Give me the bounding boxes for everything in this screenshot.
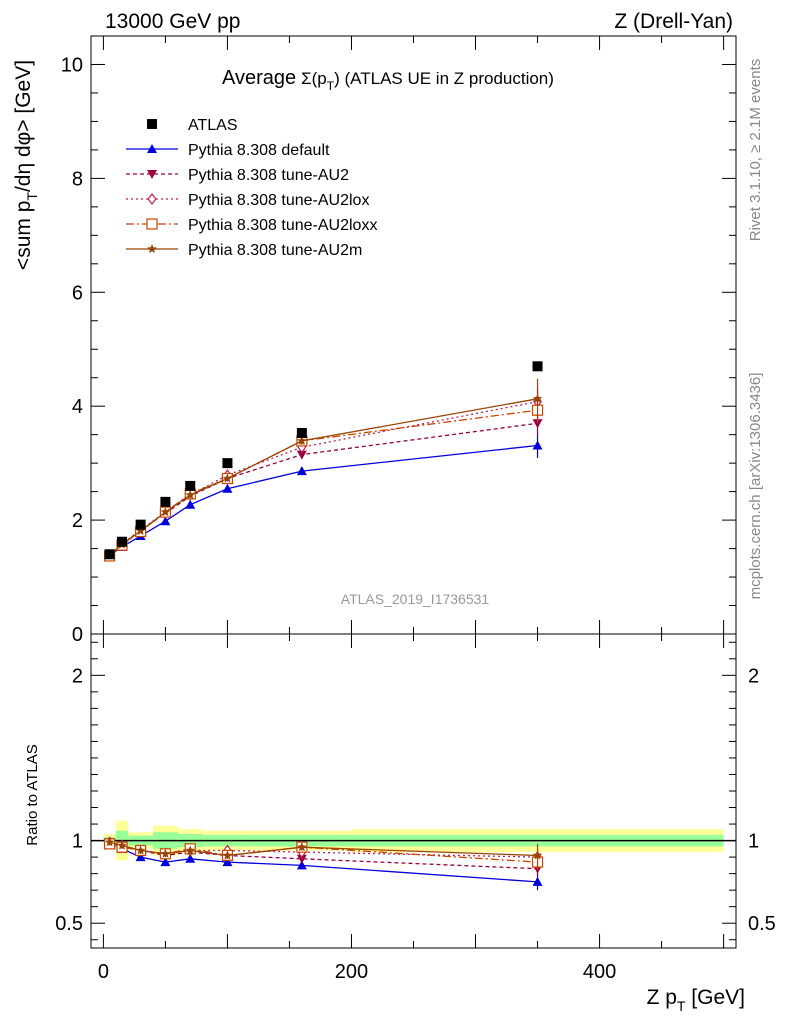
legend-marker-au2 — [147, 170, 157, 179]
legend-marker-default — [147, 144, 157, 153]
xlabel-post: [GeV] — [685, 986, 745, 1009]
ratio-point-default — [135, 852, 146, 862]
title-sub: T — [327, 79, 335, 93]
main-ytick-label: 2 — [72, 510, 83, 532]
ratio-point-au2m — [117, 840, 127, 850]
main-panel: 0 2 4 6 8 10 — [61, 36, 736, 646]
series-line-au2 — [109, 422, 538, 556]
point-au2 — [296, 450, 307, 460]
ratio-point-au2m — [532, 850, 543, 860]
mcplots-label: mcplots.cern.ch [arXiv:1306.3436] — [747, 373, 764, 600]
ratio-line-au2m — [109, 841, 538, 857]
analysis-watermark: ATLAS_2019_I1736531 — [341, 591, 490, 607]
point-au2m — [222, 473, 233, 483]
point-au2m — [135, 525, 146, 535]
ratio-point-au2m — [135, 845, 146, 855]
point-au2m — [185, 490, 195, 500]
ratio-point-default — [222, 857, 233, 867]
ratio-ytick-label-right: 2 — [748, 665, 759, 687]
point-atlas — [296, 427, 307, 438]
point-default — [160, 516, 171, 526]
title-pre: Average — [222, 67, 296, 89]
ylabel-sub: T — [24, 192, 40, 201]
legend-label-au2lox: Pythia 8.308 tune-AU2lox — [188, 192, 369, 209]
ratio-ytick-label: 0.5 — [55, 913, 83, 935]
ratio-point-au2m — [297, 842, 307, 852]
ratio-point-au2m — [185, 845, 195, 855]
legend-label-au2m: Pythia 8.308 tune-AU2m — [188, 242, 362, 259]
point-atlas — [160, 496, 171, 507]
point-default — [185, 499, 196, 509]
point-default — [222, 483, 233, 493]
legend-marker-au2m — [147, 244, 157, 253]
ratio-point-default — [296, 860, 307, 870]
point-atlas — [104, 549, 115, 560]
ratio-point-default — [185, 853, 196, 863]
ratio-point-au2m — [104, 837, 115, 847]
xlabel-pre: Z p — [647, 986, 677, 1009]
header-collision: 13000 GeV pp — [105, 10, 240, 33]
main-ytick-label: 10 — [61, 54, 83, 76]
point-au2 — [532, 419, 543, 429]
ratio-point-default — [532, 876, 543, 886]
title-post: ) (ATLAS UE in Z production) — [334, 69, 554, 88]
point-atlas — [135, 519, 146, 530]
main-ytick-label: 0 — [72, 624, 83, 646]
xtick-label: 0 — [98, 961, 109, 983]
point-atlas — [532, 361, 543, 372]
legend-label-au2loxx: Pythia 8.308 tune-AU2loxx — [188, 217, 377, 234]
ratio-frame — [90, 633, 737, 949]
legend-marker-atlas — [147, 119, 157, 129]
main-ytick-label: 6 — [72, 282, 83, 304]
main-title: Average Σ(pT) (ATLAS UE in Z production) — [222, 67, 554, 93]
ratio-ytick-label: 1 — [72, 831, 83, 853]
series-line-default — [109, 444, 538, 556]
ratio-ytick-label-right: 0.5 — [748, 913, 776, 935]
ratio-point-au2 — [296, 854, 307, 864]
ratio-panel: 0.5 0.5 1 1 2 2 0 200 400 — [55, 634, 776, 983]
point-atlas — [222, 458, 233, 469]
legend-label-au2: Pythia 8.308 tune-AU2 — [188, 167, 349, 184]
x-axis-label: Z pT [GeV] — [647, 986, 745, 1014]
series-line-au2lox — [109, 400, 538, 556]
point-default — [532, 440, 543, 450]
main-ytick-label: 4 — [72, 396, 83, 418]
ratio-point-au2m — [160, 848, 171, 858]
ratio-ytick-label: 2 — [72, 665, 83, 687]
series-line-au2m — [109, 398, 538, 556]
ratio-point-default — [160, 857, 171, 867]
xtick-label: 400 — [583, 961, 616, 983]
legend-marker-au2lox — [147, 193, 157, 205]
xlabel-sub: T — [677, 998, 686, 1014]
header-process: Z (Drell-Yan) — [614, 10, 733, 33]
title-sigma: Σ(p — [301, 69, 327, 88]
point-au2m — [297, 435, 307, 445]
legend: ATLAS Pythia 8.308 default Pythia 8.308 tu… — [126, 117, 377, 259]
point-default — [296, 466, 307, 476]
ratio-ytick-label-right: 1 — [748, 831, 759, 853]
ratio-point-au2m — [222, 850, 233, 860]
legend-label-default: Pythia 8.308 default — [188, 142, 330, 159]
point-atlas — [185, 480, 196, 491]
point-au2m — [160, 507, 171, 517]
ratio-ylabel: Ratio to ATLAS — [24, 744, 41, 845]
xtick-label: 200 — [335, 961, 368, 983]
main-ytick-label: 8 — [72, 168, 83, 190]
ylabel-pre: <sum p — [12, 201, 35, 270]
point-au2m — [532, 393, 543, 403]
point-atlas — [117, 536, 128, 547]
ylabel-post: /dη dφ> [GeV] — [12, 60, 35, 192]
legend-marker-au2loxx — [146, 218, 158, 230]
rivet-label: Rivet 3.1.10, ≥ 2.1M events — [747, 59, 764, 242]
legend-label-atlas: ATLAS — [188, 117, 238, 134]
main-ylabel: <sum pT/dη dφ> [GeV] — [12, 60, 40, 270]
